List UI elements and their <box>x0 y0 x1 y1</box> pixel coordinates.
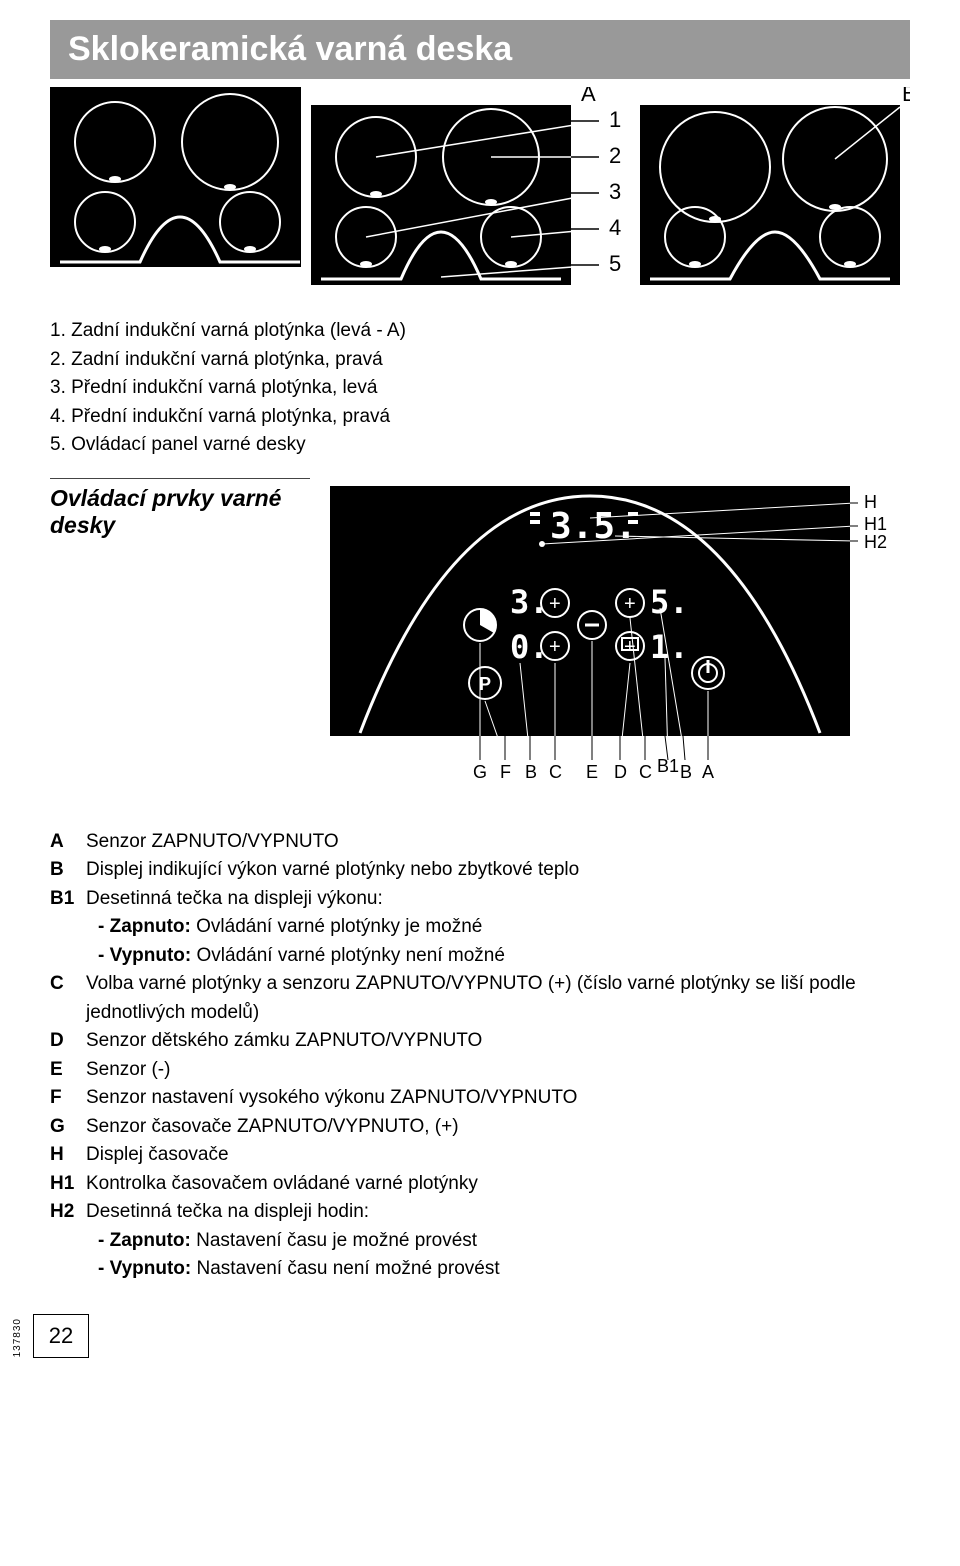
label-2: 2 <box>609 143 621 168</box>
pl-E: E <box>586 762 598 782</box>
section-heading: Ovládací prvky varné desky <box>50 478 310 539</box>
num-item: 2. Zadní indukční varná plotýnka, pravá <box>50 346 910 375</box>
legend-row: B1 Desetinná tečka na displeji výkonu: <box>50 885 910 914</box>
legend-row: A Senzor ZAPNUTO/VYPNUTO <box>50 828 910 857</box>
hob-middle-svg: A 1 2 3 4 5 <box>311 87 630 287</box>
label-1: 1 <box>609 107 621 132</box>
legend-row: C Volba varné plotýnky a senzoru ZAPNUTO… <box>50 970 910 1027</box>
legend-text: Senzor nastavení vysokého výkonu ZAPNUTO… <box>86 1084 910 1113</box>
legend-key: C <box>50 970 86 1027</box>
svg-text:+: + <box>624 593 636 615</box>
pl-B2: B <box>680 762 692 782</box>
legend: A Senzor ZAPNUTO/VYPNUTO B Displej indik… <box>50 828 910 1284</box>
legend-row: H2 Desetinná tečka na displeji hodin: <box>50 1198 910 1227</box>
legend-key: B1 <box>50 885 86 914</box>
label-B: B <box>902 87 910 106</box>
pl-F: F <box>500 762 511 782</box>
legend-sub: - Vypnuto: Ovládání varné plotýnky není … <box>98 942 910 971</box>
control-panel-svg: 3.5. 3. 0. 5. 1. + + + + <box>330 478 890 798</box>
num-item: 3. Přední indukční varná plotýnka, levá <box>50 374 910 403</box>
legend-text: Senzor (-) <box>86 1056 910 1085</box>
label-5: 5 <box>609 251 621 276</box>
numbered-list: 1. Zadní indukční varná plotýnka (levá -… <box>50 317 910 460</box>
control-panel-section: Ovládací prvky varné desky 3.5. 3. 0. 5.… <box>50 478 910 798</box>
pl-B: B <box>525 762 537 782</box>
legend-key: G <box>50 1113 86 1142</box>
legend-key: F <box>50 1084 86 1113</box>
legend-row: B Displej indikující výkon varné plotýnk… <box>50 856 910 885</box>
hob-left-svg <box>50 87 301 267</box>
pl-C: C <box>549 762 562 782</box>
num-item: 5. Ovládací panel varné desky <box>50 431 910 460</box>
pl-H1: H1 <box>864 514 887 534</box>
svg-text:P: P <box>479 674 491 694</box>
pl-C2: C <box>639 762 652 782</box>
legend-key: D <box>50 1027 86 1056</box>
power-5: 5. <box>650 583 689 621</box>
num-item: 4. Přední indukční varná plotýnka, pravá <box>50 403 910 432</box>
hob-right-svg: B <box>640 87 910 287</box>
legend-key: H1 <box>50 1170 86 1199</box>
legend-key: H2 <box>50 1198 86 1227</box>
doc-code: 137830 <box>12 1318 23 1357</box>
page-title: Sklokeramická varná deska <box>50 20 910 79</box>
legend-key: A <box>50 828 86 857</box>
num-item: 1. Zadní indukční varná plotýnka (levá -… <box>50 317 910 346</box>
pl-D: D <box>614 762 627 782</box>
label-4: 4 <box>609 215 621 240</box>
legend-sub: - Zapnuto: Ovládání varné plotýnky je mo… <box>98 913 910 942</box>
power-0: 0. <box>510 628 549 666</box>
legend-text: Desetinná tečka na displeji výkonu: <box>86 885 910 914</box>
legend-text: Displej časovače <box>86 1141 910 1170</box>
legend-key: H <box>50 1141 86 1170</box>
legend-text: Senzor časovače ZAPNUTO/VYPNUTO, (+) <box>86 1113 910 1142</box>
legend-row: G Senzor časovače ZAPNUTO/VYPNUTO, (+) <box>50 1113 910 1142</box>
svg-text:+: + <box>549 593 561 615</box>
label-3: 3 <box>609 179 621 204</box>
legend-row: E Senzor (-) <box>50 1056 910 1085</box>
svg-text:+: + <box>549 636 561 658</box>
hob-diagrams: A 1 2 3 4 5 B <box>50 87 910 287</box>
legend-text: Kontrolka časovačem ovládané varné plotý… <box>86 1170 910 1199</box>
legend-key: B <box>50 856 86 885</box>
power-3: 3. <box>510 583 549 621</box>
legend-row: F Senzor nastavení vysokého výkonu ZAPNU… <box>50 1084 910 1113</box>
page-number: 22 <box>33 1314 89 1358</box>
page-footer: 137830 22 <box>50 1304 910 1358</box>
legend-row: D Senzor dětského zámku ZAPNUTO/VYPNUTO <box>50 1027 910 1056</box>
legend-key: E <box>50 1056 86 1085</box>
label-A: A <box>581 87 596 106</box>
power-1: 1. <box>650 628 689 666</box>
pl-H: H <box>864 492 877 512</box>
legend-text: Senzor ZAPNUTO/VYPNUTO <box>86 828 910 857</box>
pl-H2: H2 <box>864 532 887 552</box>
legend-row: H1 Kontrolka časovačem ovládané varné pl… <box>50 1170 910 1199</box>
legend-sub: - Zapnuto: Nastavení času je možné prové… <box>98 1227 910 1256</box>
legend-text: Displej indikující výkon varné plotýnky … <box>86 856 910 885</box>
legend-row: H Displej časovače <box>50 1141 910 1170</box>
pl-G: G <box>473 762 487 782</box>
legend-text: Volba varné plotýnky a senzoru ZAPNUTO/V… <box>86 970 910 1027</box>
page: Sklokeramická varná deska <box>0 0 960 1378</box>
legend-text: Senzor dětského zámku ZAPNUTO/VYPNUTO <box>86 1027 910 1056</box>
legend-text: Desetinná tečka na displeji hodin: <box>86 1198 910 1227</box>
legend-sub: - Vypnuto: Nastavení času není možné pro… <box>98 1255 910 1284</box>
pl-A: A <box>702 762 714 782</box>
pl-B1: B1 <box>657 756 679 776</box>
